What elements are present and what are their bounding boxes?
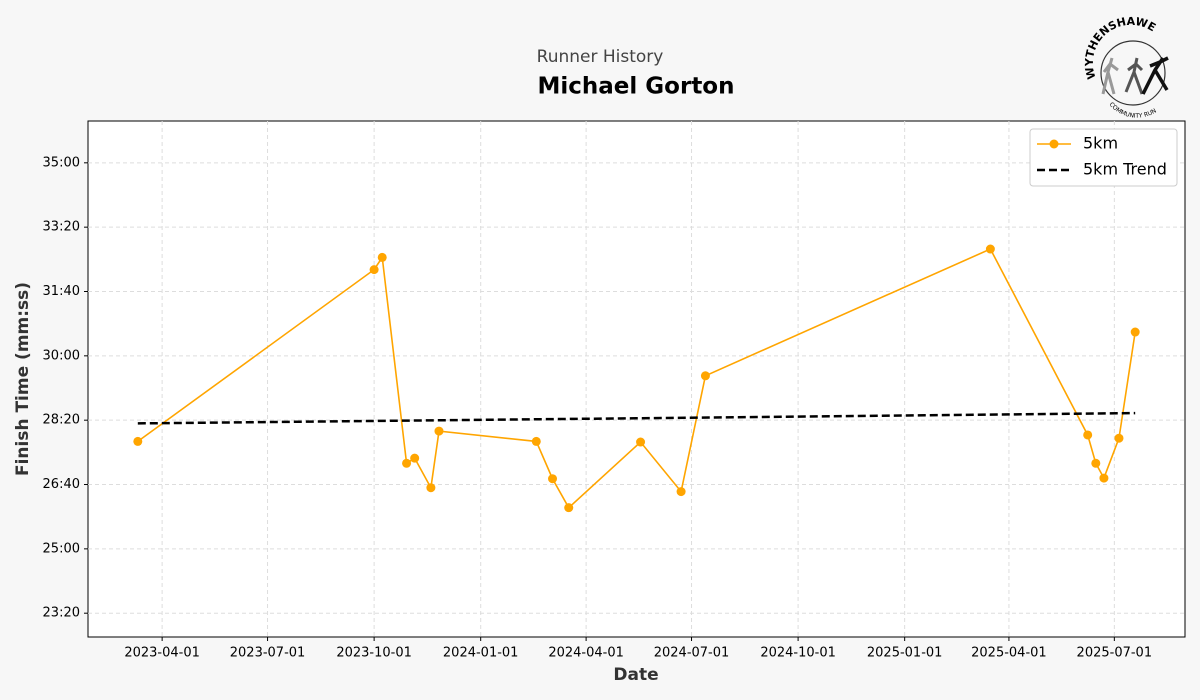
point (676, 487, 686, 497)
y-tick-label: 35:00 (43, 155, 80, 170)
point (564, 503, 574, 513)
y-axis-label: Finish Time (mm:ss) (13, 282, 33, 476)
logo-top: WYTHENSHAWE (1083, 15, 1158, 81)
legend-marker (1049, 139, 1059, 149)
legend-label: 5km Trend (1083, 160, 1167, 179)
series-line (137, 411, 1136, 425)
y-tick-label: 28:20 (43, 413, 80, 428)
y-tick-label: 26:40 (43, 477, 80, 492)
point (133, 436, 143, 446)
point (1099, 473, 1109, 483)
x-tick-label: 2023-07-01 (230, 646, 306, 661)
x-tick-label: 2024-07-01 (654, 646, 730, 661)
point (636, 437, 646, 447)
x-tick-label: 2023-10-01 (336, 646, 412, 661)
x-tick-label: 2024-01-01 (443, 646, 519, 661)
point (434, 426, 444, 436)
point (402, 458, 412, 468)
point (531, 436, 541, 446)
legend-label: 5km (1083, 134, 1118, 153)
point (1083, 430, 1093, 440)
point (369, 265, 379, 275)
point (1130, 327, 1140, 337)
x-tick-label: 2023-04-01 (124, 646, 200, 661)
y-tick-label: 30:00 (43, 348, 80, 363)
y-tick-label: 23:20 (43, 606, 80, 621)
point (410, 453, 420, 463)
point (1114, 433, 1124, 443)
logo: WYTHENSHAWE COMMUNITY RUN (1083, 15, 1169, 120)
y-tick-label: 25:00 (43, 541, 80, 556)
point (377, 252, 387, 262)
y-tick-label: 33:20 (43, 220, 80, 235)
point (700, 371, 710, 381)
x-tick-label: 2025-01-01 (867, 646, 943, 661)
x-axis-label: Date (613, 665, 658, 685)
point (1091, 458, 1101, 468)
logo-bottom: COMMUNITY RUN (1108, 101, 1158, 120)
y-tick-label: 31:40 (43, 284, 80, 299)
x-tick-label: 2025-07-01 (1077, 646, 1153, 661)
point (985, 244, 995, 254)
chart-title: Michael Gorton (538, 74, 735, 100)
plot-area (87, 120, 1186, 638)
logo-top-text: WYTHENSHAWE (1083, 15, 1158, 81)
x-tick-label: 2024-10-01 (760, 646, 836, 661)
logo-bottom-text: COMMUNITY RUN (1108, 101, 1158, 120)
grid (88, 121, 1185, 637)
point (426, 483, 436, 493)
point (548, 474, 558, 484)
x-tick-label: 2025-04-01 (971, 646, 1047, 661)
x-tick-label: 2024-04-01 (548, 646, 624, 661)
chart-subtitle: Runner History (537, 47, 664, 67)
